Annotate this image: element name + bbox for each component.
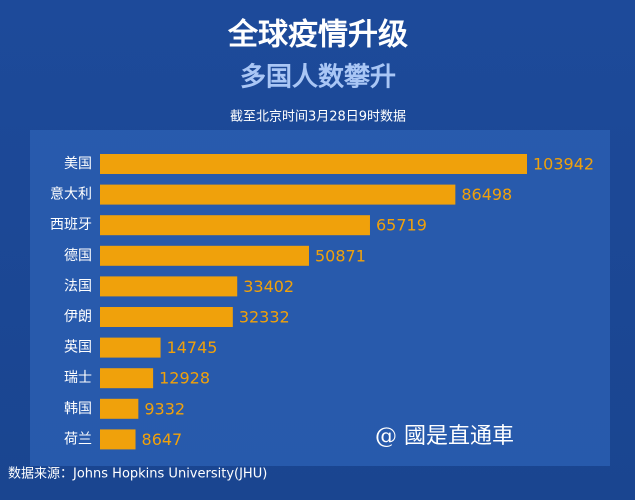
category-label: 德国 <box>64 248 92 264</box>
bar <box>100 398 139 419</box>
chart-subtitle: 多国人数攀升 <box>240 63 396 93</box>
bar <box>100 276 238 297</box>
category-label: 西班牙 <box>50 217 92 233</box>
category-label: 荷兰 <box>64 431 92 447</box>
category-label: 意大利 <box>50 186 92 203</box>
value-label: 9332 <box>144 399 185 418</box>
category-label: 伊朗 <box>64 309 92 325</box>
bar <box>100 307 233 327</box>
value-label: 32332 <box>239 308 290 327</box>
value-label: 50871 <box>315 246 366 265</box>
bar <box>100 215 370 236</box>
bar <box>100 337 161 358</box>
value-label: 14745 <box>167 338 218 357</box>
category-label: 韩国 <box>64 401 92 417</box>
value-label: 33402 <box>243 277 294 296</box>
chart-title: 全球疫情升级 <box>227 18 408 53</box>
bar <box>100 245 309 266</box>
category-label: 瑞士 <box>64 370 92 386</box>
category-label: 英国 <box>64 339 92 356</box>
source: 数据来源：Johns Hopkins University(JHU) <box>8 467 267 482</box>
value-label: 8647 <box>142 430 183 449</box>
value-label: 103942 <box>533 155 594 174</box>
value-label: 86498 <box>461 185 512 204</box>
category-label: 美国 <box>64 156 92 172</box>
note: 截至北京时间3月28日9时数据 <box>230 110 406 125</box>
bar <box>100 368 154 389</box>
watermark: @ 國是直通車 <box>375 424 514 449</box>
bar <box>100 429 136 450</box>
bar <box>100 184 456 205</box>
value-label: 12928 <box>159 369 210 388</box>
value-label: 65719 <box>376 216 427 235</box>
bar <box>100 154 527 174</box>
category-label: 法国 <box>64 278 92 294</box>
